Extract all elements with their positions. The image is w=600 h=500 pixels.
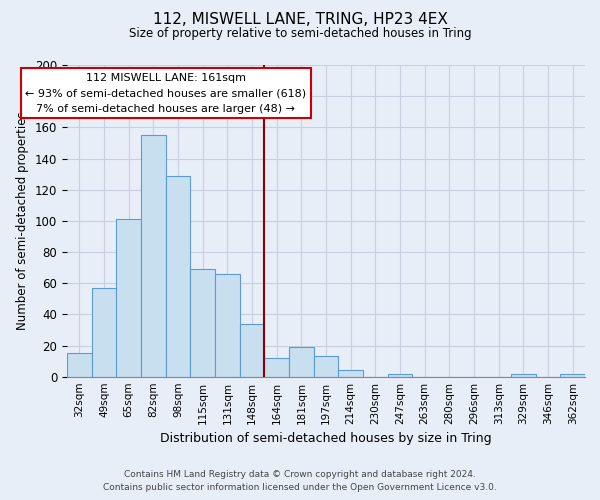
- Bar: [239, 324, 265, 376]
- X-axis label: Distribution of semi-detached houses by size in Tring: Distribution of semi-detached houses by …: [160, 432, 492, 445]
- Bar: [388, 374, 412, 376]
- Bar: [511, 374, 536, 376]
- Text: 112, MISWELL LANE, TRING, HP23 4EX: 112, MISWELL LANE, TRING, HP23 4EX: [152, 12, 448, 28]
- Bar: [166, 176, 190, 376]
- Bar: [338, 370, 363, 376]
- Bar: [116, 220, 141, 376]
- Bar: [560, 374, 585, 376]
- Bar: [190, 269, 215, 376]
- Y-axis label: Number of semi-detached properties: Number of semi-detached properties: [16, 112, 29, 330]
- Bar: [92, 288, 116, 376]
- Bar: [67, 354, 92, 376]
- Text: 112 MISWELL LANE: 161sqm
← 93% of semi-detached houses are smaller (618)
7% of s: 112 MISWELL LANE: 161sqm ← 93% of semi-d…: [25, 73, 306, 114]
- Bar: [289, 347, 314, 376]
- Text: Contains HM Land Registry data © Crown copyright and database right 2024.
Contai: Contains HM Land Registry data © Crown c…: [103, 470, 497, 492]
- Bar: [314, 356, 338, 376]
- Text: Size of property relative to semi-detached houses in Tring: Size of property relative to semi-detach…: [128, 28, 472, 40]
- Bar: [215, 274, 239, 376]
- Bar: [141, 135, 166, 376]
- Bar: [265, 358, 289, 376]
